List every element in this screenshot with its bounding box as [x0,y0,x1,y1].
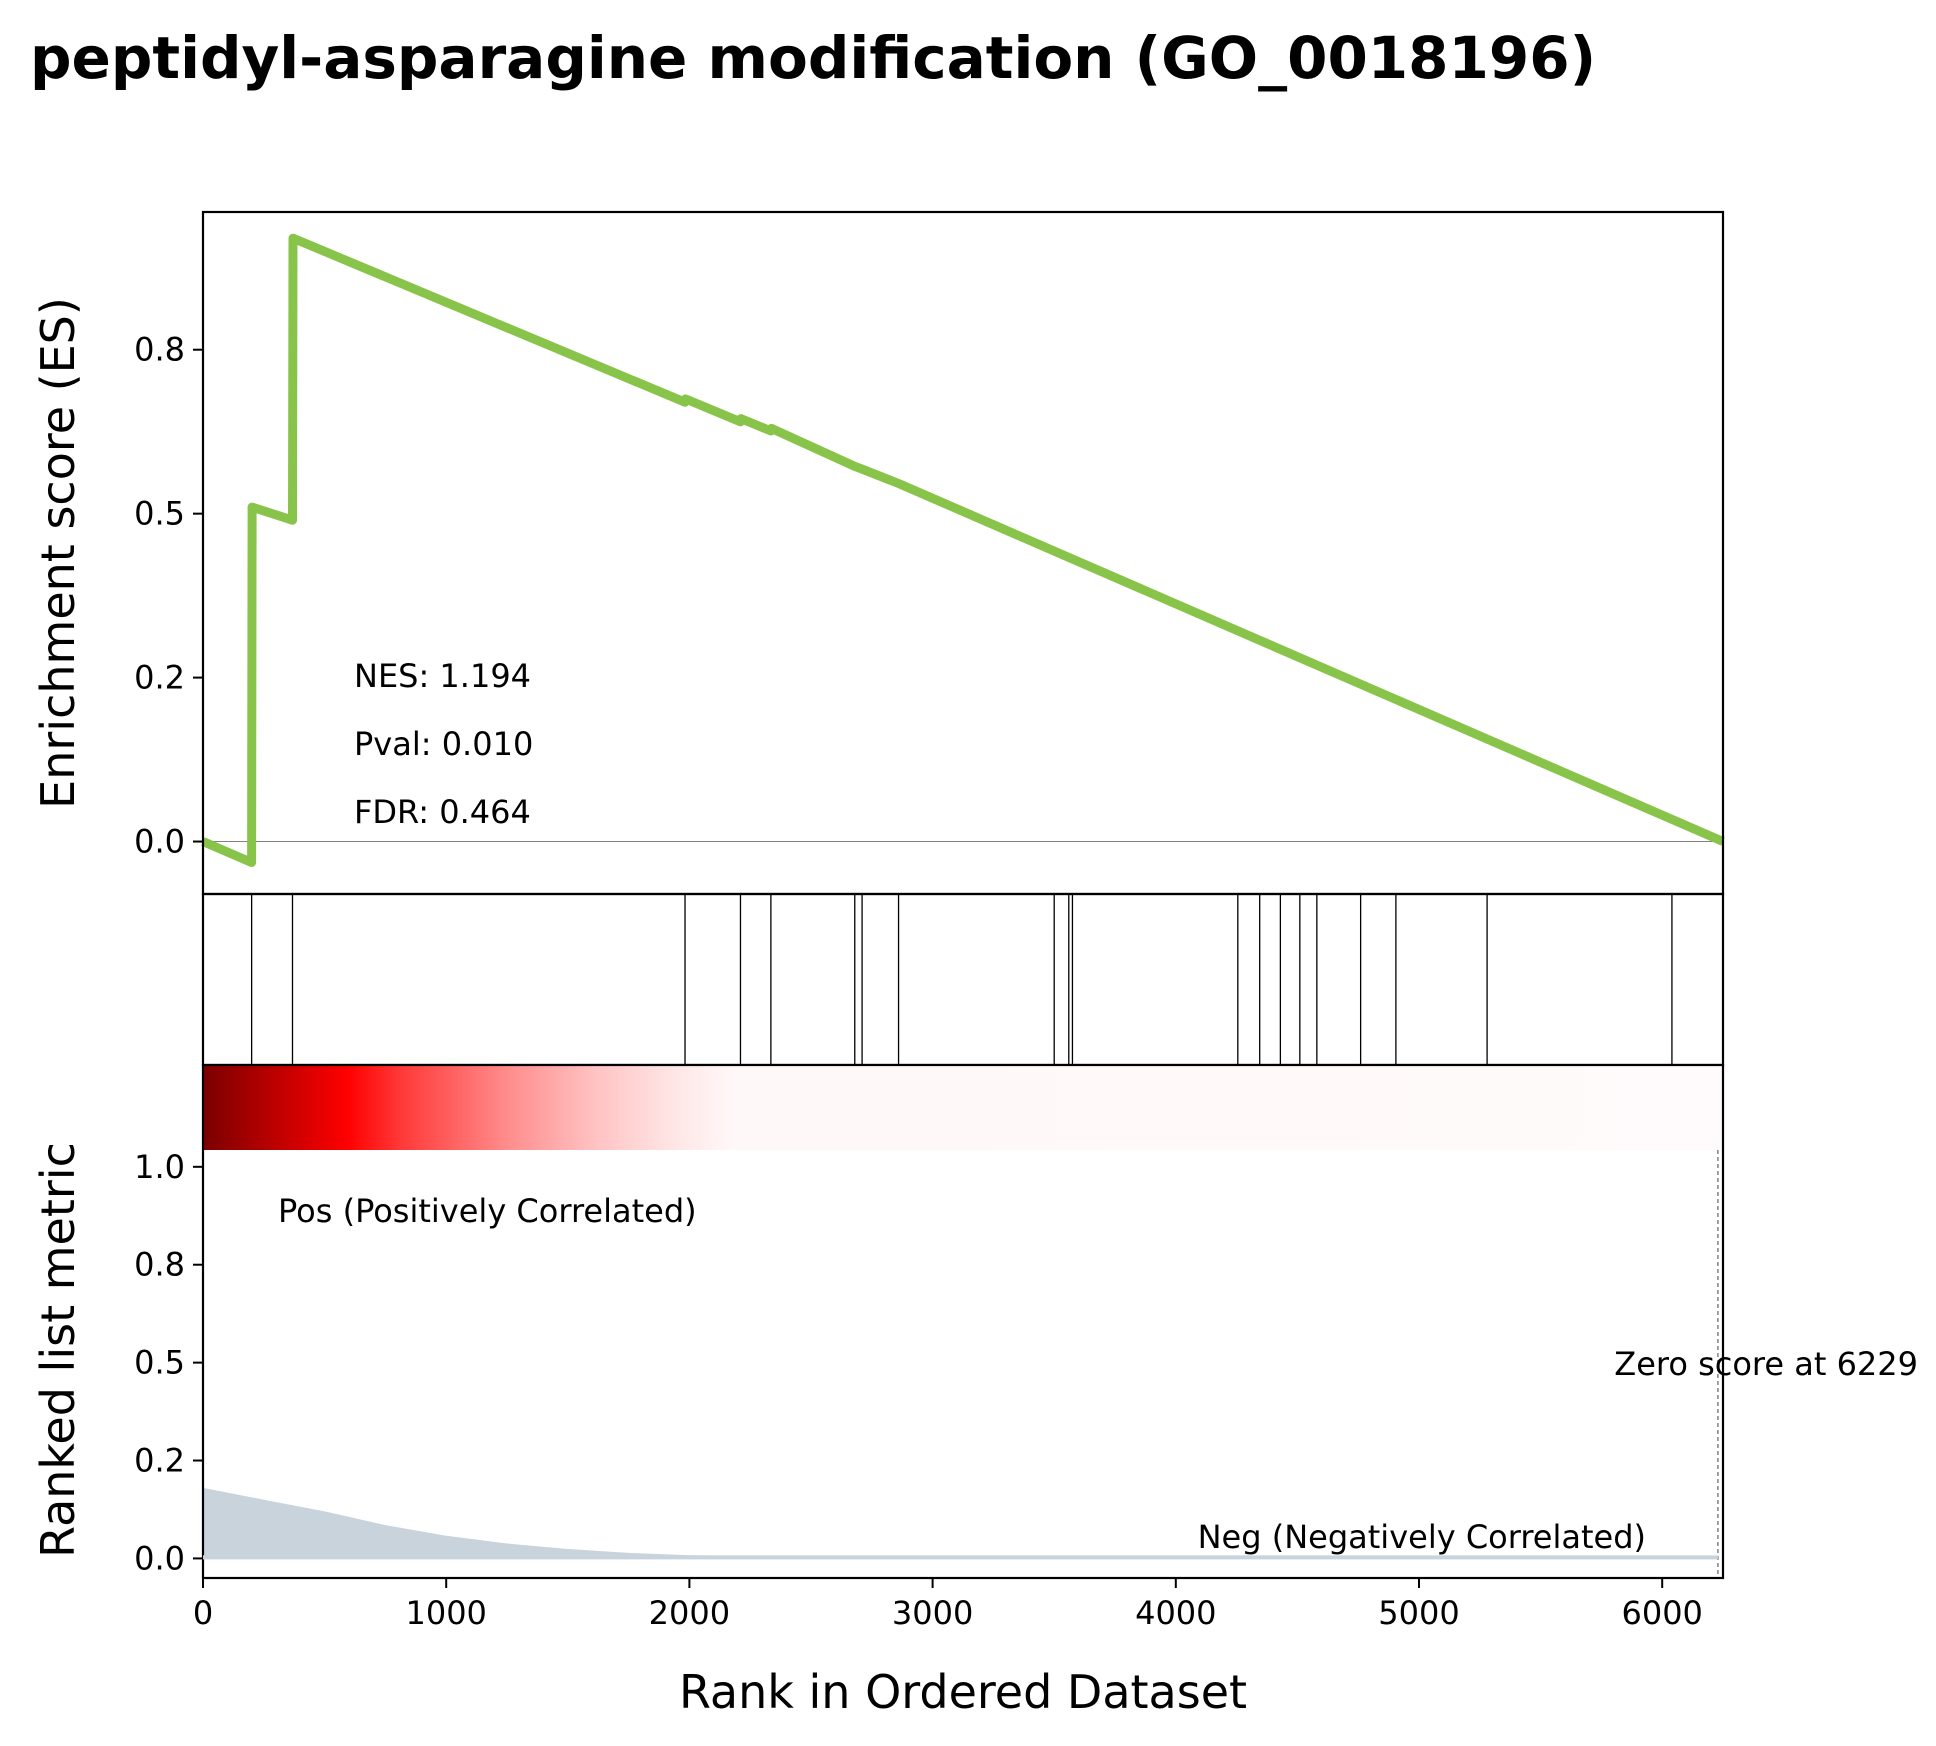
es-ytick-label: 0.8 [134,331,185,369]
metric-y-axis-label: Ranked list metric [31,1142,85,1558]
metric-ytick-label: 0.0 [134,1539,185,1577]
ranked-metric-area [203,1487,1718,1559]
x-tick-label: 4000 [1135,1594,1216,1632]
hit-panel-frame [201,892,1725,1067]
x-tick-label: 3000 [892,1594,973,1632]
pval-stat: Pval: 0.010 [354,725,533,763]
rank-gradient-bar [203,1065,1723,1150]
metric-ytick-label: 0.5 [134,1344,185,1382]
es-ytick-label: 0.5 [134,495,185,533]
metric-ytick-label: 0.8 [134,1246,185,1284]
x-tick-label: 0 [193,1594,213,1632]
metric-ytick-label: 0.2 [134,1442,185,1480]
chart-title: peptidyl-asparagine modification (GO_001… [30,24,1596,92]
x-tick-label: 1000 [405,1594,486,1632]
x-tick-label: 2000 [649,1594,730,1632]
es-panel: 0.0 0.2 0.5 0.8 NES: 1.194 Pval: 0.010 FDR:… [31,210,1725,896]
zero-score-label: Zero score at 6229 [1614,1345,1918,1383]
hit-panel [201,892,1725,1067]
metric-panel: 0.0 0.2 0.5 0.8 1.0 Pos (Positively Correlat… [31,1063,1918,1580]
pos-correlated-label: Pos (Positively Correlated) [278,1192,697,1230]
metric-panel-frame [201,1063,1725,1580]
x-tick-label: 5000 [1378,1594,1459,1632]
nes-stat: NES: 1.194 [354,657,531,695]
es-panel-frame [201,210,1725,896]
neg-correlated-label: Neg (Negatively Correlated) [1198,1518,1646,1556]
x-tick-label: 6000 [1621,1594,1702,1632]
metric-ytick-label: 1.0 [134,1148,185,1186]
x-axis-label: Rank in Ordered Dataset [679,1665,1247,1719]
x-axis: 0 1000 2000 3000 4000 5000 6000 [193,1578,1703,1632]
fdr-stat: FDR: 0.464 [354,793,531,831]
es-series-line [201,233,1725,867]
es-ytick-label: 0.2 [134,659,185,697]
es-y-axis-label: Enrichment score (ES) [31,297,85,809]
es-ytick-label: 0.0 [134,823,185,861]
